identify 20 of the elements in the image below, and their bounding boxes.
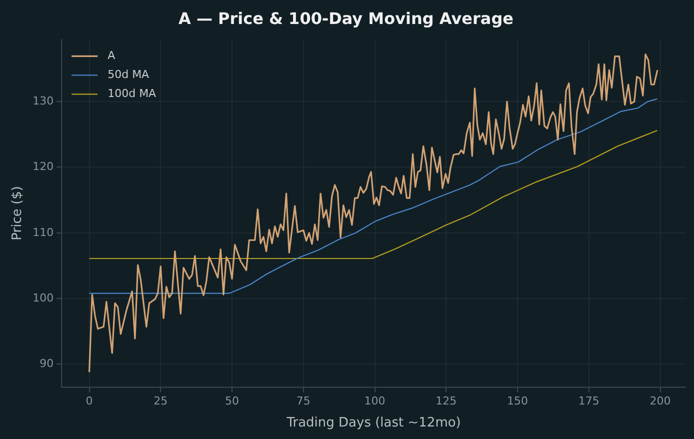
y-axis-title: Price ($) — [10, 186, 26, 240]
x-tick-label: 50 — [225, 394, 240, 408]
legend-label: A — [108, 49, 116, 62]
x-tick-label: 75 — [296, 394, 310, 408]
x-tick-label: 0 — [86, 394, 93, 408]
x-tick-label: 150 — [507, 394, 528, 408]
x-tick-label: 100 — [364, 394, 386, 408]
legend-label: 100d MA — [108, 87, 157, 100]
chart-title: A — Price & 100-Day Moving Average — [178, 8, 514, 28]
y-tick-label: 120 — [32, 160, 54, 174]
legend-label: 50d MA — [108, 68, 150, 82]
y-tick-label: 110 — [32, 226, 54, 239]
x-tick-label: 200 — [650, 394, 671, 408]
x-axis-title: Trading Days (last ~12mo) — [286, 416, 461, 431]
x-tick-label: 125 — [436, 394, 457, 408]
y-tick-label: 130 — [32, 94, 54, 108]
x-tick-label: 25 — [154, 394, 168, 408]
x-tick-label: 175 — [578, 394, 600, 408]
y-tick-label: 100 — [32, 291, 54, 304]
y-tick-label: 90 — [40, 357, 54, 370]
